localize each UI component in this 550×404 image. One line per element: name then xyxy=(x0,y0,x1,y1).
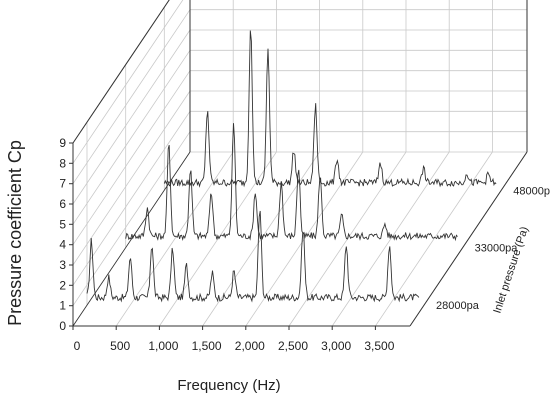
tick-labels: 0 1 2 3 4 5 6 7 8 9 0 500 1,000 1,500 2,000 2,500 3,000 3… xyxy=(59,136,550,353)
y-tick-label: 3 xyxy=(59,258,66,272)
z-axis-label: Inlet pressure (Pa) xyxy=(491,225,530,315)
z-axis-line xyxy=(409,151,528,327)
y-axis-label: Pressure coefficient Cp xyxy=(5,140,25,326)
side-wall-hgrid xyxy=(72,0,184,164)
y-tick-label: 8 xyxy=(59,156,66,170)
side-wall-hgrid xyxy=(72,9,191,184)
side-wall-hgrid xyxy=(72,50,191,225)
x-tick-label: 500 xyxy=(110,339,130,353)
side-wall-hgrid xyxy=(72,90,191,266)
series-line xyxy=(86,210,420,303)
series-line xyxy=(163,30,497,188)
x-tick-label: 3,500 xyxy=(364,339,394,353)
x-tick-label: 0 xyxy=(74,339,81,353)
floor-grid xyxy=(331,151,450,327)
series-label: 48000pa xyxy=(513,185,550,197)
y-tick-label: 1 xyxy=(59,299,66,313)
side-wall-hgrid xyxy=(72,131,191,306)
x-tick-label: 2,500 xyxy=(278,339,308,353)
x-tick-label: 2,000 xyxy=(235,339,265,353)
y-tick-label: 0 xyxy=(59,319,66,333)
side-wall-hgrid xyxy=(72,29,191,205)
series-line xyxy=(125,123,458,242)
frame-edge xyxy=(72,0,170,144)
side-wall-hgrid xyxy=(72,70,191,245)
y-tick-label: 7 xyxy=(59,177,66,191)
series-label: 33000pa xyxy=(475,243,519,255)
x-axis-label: Frequency (Hz) xyxy=(177,377,280,394)
side-wall-hgrid xyxy=(72,0,170,144)
x-tick-label: 1,000 xyxy=(148,339,178,353)
floor-grid xyxy=(375,151,493,327)
y-tick-label: 6 xyxy=(59,197,66,211)
y-tick-label: 9 xyxy=(59,136,66,150)
x-tick-label: 3,000 xyxy=(321,339,351,353)
y-tick-label: 4 xyxy=(59,238,66,252)
chart-walls xyxy=(69,0,528,330)
floor-grid xyxy=(115,151,234,327)
y-tick-label: 5 xyxy=(59,217,66,231)
series-traces xyxy=(86,30,497,303)
y-tick-label: 2 xyxy=(59,278,66,292)
series-label: 28000pa xyxy=(436,300,480,312)
x-tick-label: 1,500 xyxy=(192,339,222,353)
